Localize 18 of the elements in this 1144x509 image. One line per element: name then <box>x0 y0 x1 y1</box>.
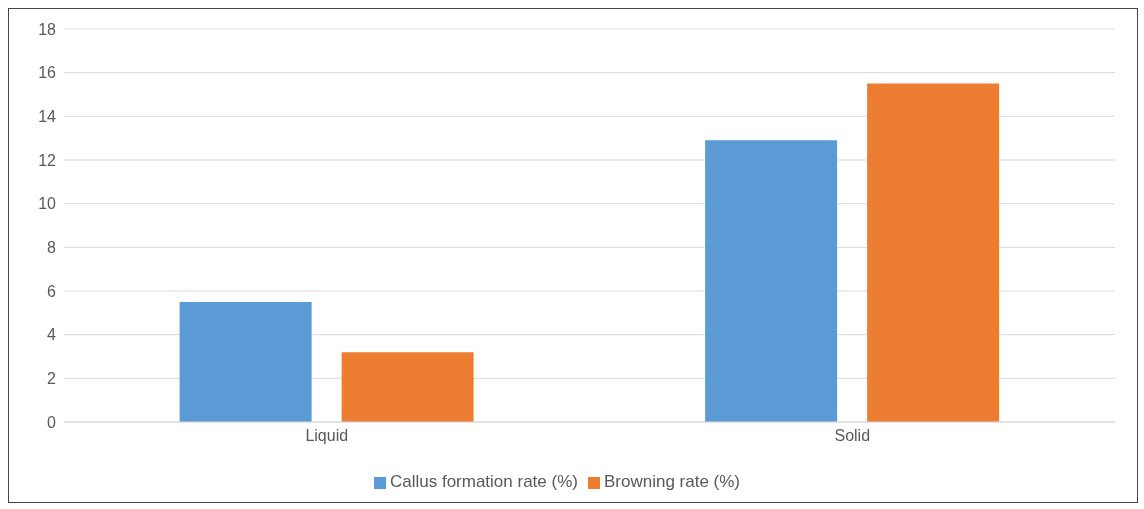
y-tick-label: 6 <box>47 282 57 300</box>
bar <box>867 83 1000 422</box>
bar <box>179 301 312 422</box>
y-tick-label: 14 <box>38 108 57 126</box>
y-tick-label: 16 <box>38 64 57 82</box>
y-tick-label: 2 <box>47 370 57 388</box>
y-tick-label: 10 <box>38 195 57 213</box>
y-tick-label: 0 <box>47 413 57 431</box>
y-tick-label: 12 <box>38 151 57 169</box>
y-tick-label: 4 <box>47 326 57 344</box>
bar <box>705 140 838 422</box>
bar <box>341 352 474 422</box>
x-tick-label: Liquid <box>305 427 349 445</box>
x-tick-label: Solid <box>834 427 871 445</box>
legend-label: Browning rate (%) <box>603 472 741 491</box>
y-tick-label: 8 <box>47 239 57 257</box>
y-tick-label: 18 <box>38 20 57 38</box>
legend-label: Callus formation rate (%) <box>389 472 578 491</box>
